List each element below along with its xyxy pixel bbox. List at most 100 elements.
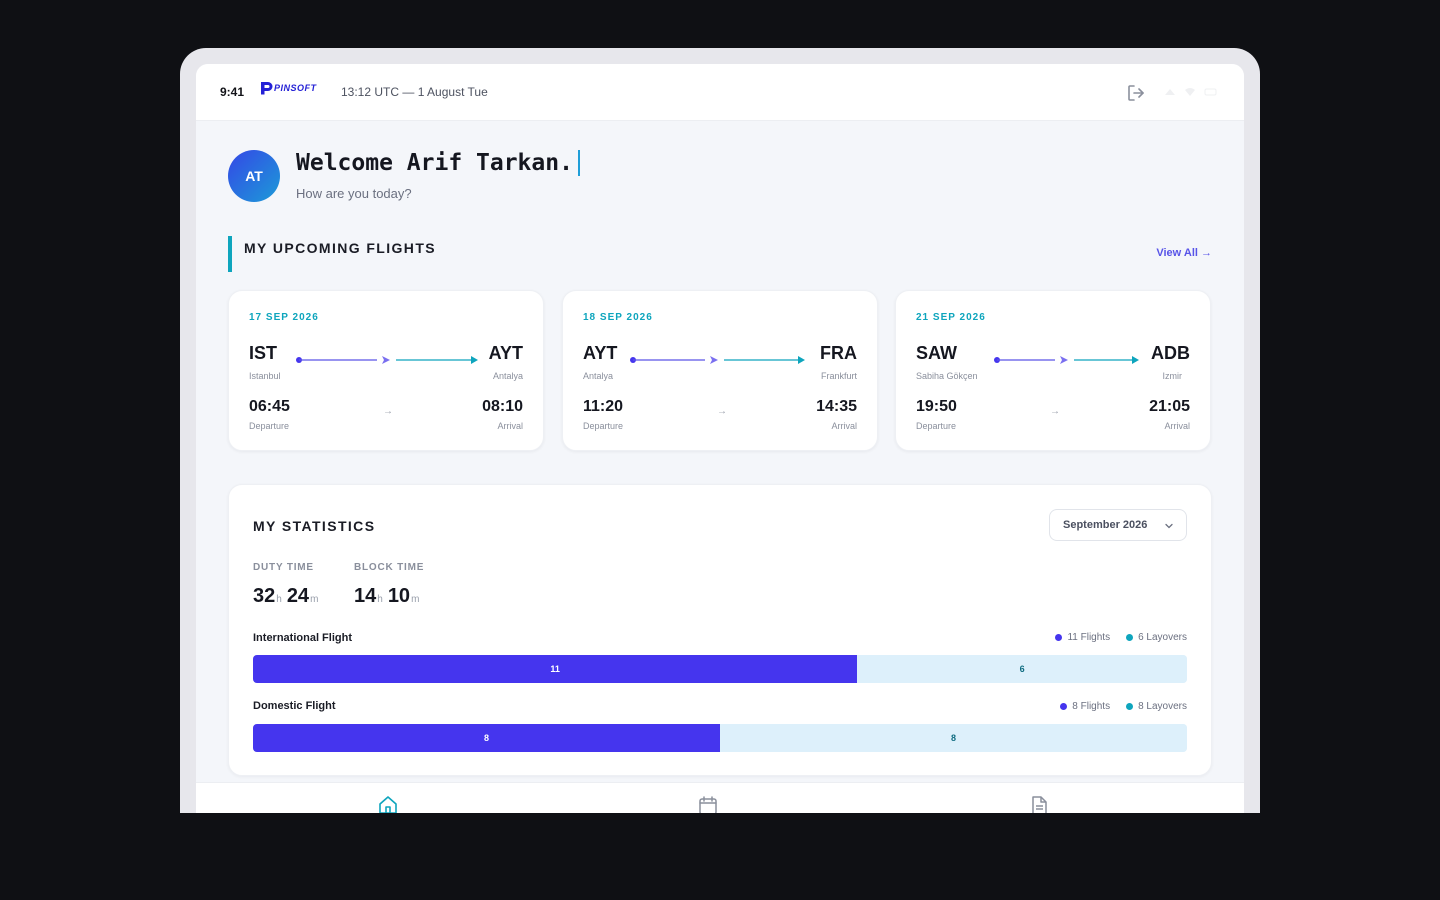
battery-icon [1204, 88, 1217, 96]
route-line [994, 356, 1139, 364]
departure-label: Departure [249, 421, 290, 431]
flight-card[interactable]: 18 SEP 2026 AYT Antalya FRA Frankfurt 11… [562, 290, 878, 451]
block-hours: 14 [354, 585, 377, 607]
flights-segment: 8 [253, 724, 720, 752]
flights-dot [1060, 703, 1068, 710]
origin-city: Istanbul [249, 371, 281, 381]
arrival-time: 21:05 [1149, 398, 1190, 415]
origin-city: Sabiha Gökçen [916, 371, 978, 381]
destination-code: AYT [488, 343, 523, 363]
brand-logo: PINSOFT [260, 81, 317, 95]
arrival-time: 08:10 [482, 398, 523, 415]
destination-city: Antalya [492, 371, 523, 381]
chevron-down-icon [1165, 523, 1173, 529]
arrow-right-icon: → [1050, 406, 1060, 417]
text-cursor [577, 150, 580, 176]
wifi-icon [1185, 88, 1195, 96]
avatar[interactable]: AT [228, 150, 280, 202]
origin-code: IST [249, 343, 278, 363]
duty-time-value: 32 h 24 m [253, 585, 323, 608]
destination-city: Izmir [1162, 371, 1183, 381]
layovers-dot [1126, 634, 1134, 641]
calendar-icon[interactable] [697, 794, 719, 813]
route-line [630, 356, 805, 364]
logout-icon[interactable] [1126, 83, 1146, 103]
statistics-panel: MY STATISTICS September 2026 DUTY TIME 3… [228, 484, 1212, 776]
arrow-head-icon [1132, 356, 1139, 364]
layovers-dot [1126, 703, 1134, 710]
system-icons [1164, 87, 1218, 97]
block-minutes: 10 [387, 585, 411, 607]
international-bar: 11 6 [253, 655, 1187, 683]
legend-layovers-text: 8 Layovers [1138, 701, 1187, 712]
layovers-segment: 8 [720, 724, 1187, 752]
flight-date: 17 SEP 2026 [249, 312, 319, 323]
legend-layovers: 6 Layovers [1126, 632, 1187, 643]
legend-layovers-text: 6 Layovers [1138, 632, 1187, 643]
plane-icon [382, 356, 390, 364]
legend-flights: 11 Flights [1055, 632, 1110, 643]
arrow-right-icon: → [717, 406, 727, 417]
arrival-time: 14:35 [816, 398, 857, 415]
brand-wordmark: PINSOFT [274, 83, 317, 93]
block-time-value: 14 h 10 m [354, 585, 424, 608]
app-screen: 9:41 PINSOFT 13:12 UTC — 1 August Tue AT… [196, 64, 1244, 813]
departure-time: 06:45 [249, 398, 290, 415]
minute-unit: m [310, 594, 319, 605]
destination-code: FRA [820, 343, 857, 363]
origin-code: AYT [583, 343, 618, 363]
departure-label: Departure [916, 421, 957, 431]
international-legend: 11 Flights 6 Layovers [1055, 632, 1187, 643]
bottom-tab-bar [196, 782, 1244, 813]
block-time-label: BLOCK TIME [354, 562, 425, 573]
flight-card[interactable]: 17 SEP 2026 IST Istanbul AYT Antalya 06:… [228, 290, 544, 451]
route-line [296, 356, 478, 364]
avatar-initials: AT [245, 168, 263, 184]
destination-city: Frankfurt [820, 371, 857, 381]
hour-unit: h [377, 594, 383, 605]
destination-code: ADB [1151, 343, 1190, 363]
welcome-text: Welcome Arif Tarkan. [296, 150, 573, 176]
departure-time: 11:20 [583, 398, 624, 415]
flights-dot [1055, 634, 1063, 641]
arrival-label: Arrival [831, 421, 857, 431]
flights-segment: 11 [253, 655, 858, 683]
hour-unit: h [276, 594, 282, 605]
home-icon[interactable] [377, 794, 399, 813]
international-flight-label: International Flight [253, 632, 352, 644]
domestic-bar: 8 8 [253, 724, 1187, 752]
arrival-label: Arrival [497, 421, 523, 431]
statistics-title: MY STATISTICS [253, 518, 376, 534]
legend-layovers: 8 Layovers [1126, 701, 1187, 712]
duty-time-label: DUTY TIME [253, 562, 314, 573]
upcoming-flights-title: MY UPCOMING FLIGHTS [244, 240, 437, 256]
duty-minutes: 24 [286, 585, 310, 607]
layovers-segment: 6 [857, 655, 1187, 683]
flight-card[interactable]: 21 SEP 2026 SAW Sabiha Gökçen ADB Izmir … [895, 290, 1211, 451]
flight-date: 21 SEP 2026 [916, 312, 986, 323]
document-icon[interactable] [1028, 794, 1050, 813]
departure-label: Departure [583, 421, 624, 431]
section-accent-bar [228, 236, 232, 272]
minute-unit: m [411, 594, 420, 605]
origin-city: Antalya [583, 371, 614, 381]
plane-icon [1060, 356, 1068, 364]
month-select[interactable]: September 2026 [1049, 509, 1187, 541]
duty-hours: 32 [253, 585, 276, 607]
domestic-flight-label: Domestic Flight [253, 700, 336, 712]
domestic-legend: 8 Flights 8 Layovers [1060, 701, 1187, 712]
brand-mark-icon [261, 82, 273, 95]
utc-datetime: 13:12 UTC — 1 August Tue [341, 85, 488, 99]
legend-flights-text: 11 Flights [1067, 632, 1111, 643]
flight-date: 18 SEP 2026 [583, 312, 653, 323]
departure-time: 19:50 [916, 398, 957, 415]
view-all-link[interactable]: View All → [1156, 247, 1212, 259]
legend-flights-text: 8 Flights [1072, 701, 1111, 712]
origin-code: SAW [916, 343, 958, 363]
status-bar: 9:41 PINSOFT 13:12 UTC — 1 August Tue [196, 64, 1244, 121]
signal-icon [1165, 89, 1175, 95]
welcome-subtitle: How are you today? [296, 186, 412, 201]
welcome-heading: Welcome Arif Tarkan. [296, 150, 580, 176]
arrow-head-icon [798, 356, 805, 364]
clock: 9:41 [220, 85, 245, 99]
